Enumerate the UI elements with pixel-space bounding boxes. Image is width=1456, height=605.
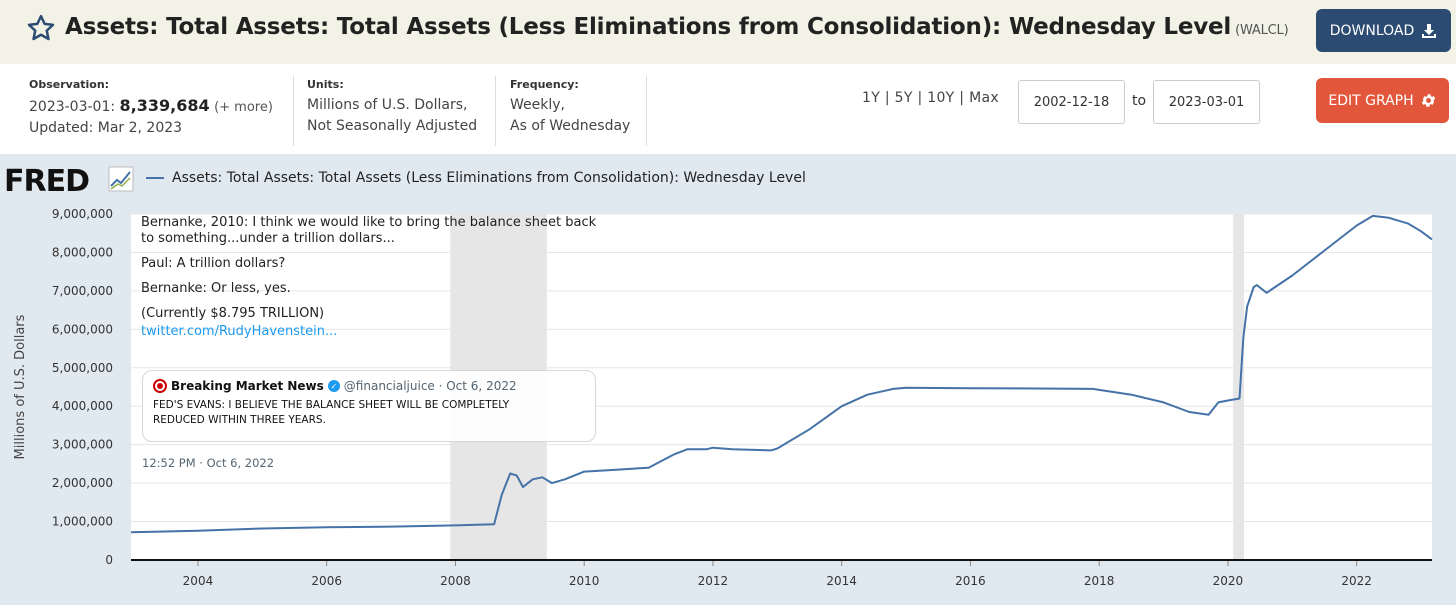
y-tick-label: 2,000,000	[52, 476, 113, 490]
y-tick-label: 3,000,000	[52, 438, 113, 452]
quoted-tweet-handle: @financialjuice · Oct 6, 2022	[343, 379, 517, 393]
units-line1: Millions of U.S. Dollars,	[307, 97, 468, 113]
range-1y[interactable]: 1Y	[862, 90, 881, 106]
units-line2: Not Seasonally Adjusted	[307, 118, 478, 134]
series-id: (WALCL)	[1235, 23, 1289, 38]
star-outline-icon[interactable]	[26, 13, 56, 43]
tweet-timestamp: 12:52 PM · Oct 6, 2022	[142, 456, 275, 470]
start-date-input[interactable]: 2002-12-18	[1018, 80, 1125, 124]
observation-line: 2023-03-01: 8,339,684 (+ more)	[29, 95, 273, 118]
x-tick-label: 2008	[440, 574, 471, 588]
download-icon	[1422, 23, 1437, 38]
quoted-tweet-line: REDUCED WITHIN THREE YEARS.	[153, 414, 326, 426]
end-date-input[interactable]: 2023-03-01	[1153, 80, 1260, 124]
x-tick-label: 2004	[183, 574, 214, 588]
range-max[interactable]: Max	[969, 90, 999, 106]
edit-graph-label: EDIT GRAPH	[1328, 92, 1414, 109]
series-line	[130, 214, 1433, 534]
frequency-block: Frequency: Weekly, As of Wednesday	[510, 78, 630, 137]
x-tick-label: 2010	[569, 574, 600, 588]
x-tick-label: 2018	[1084, 574, 1115, 588]
range-separator: |	[959, 90, 965, 106]
page-title-text: Assets: Total Assets: Total Assets (Less…	[65, 14, 1232, 40]
range-separator: |	[917, 90, 923, 106]
divider	[646, 76, 647, 146]
download-label: DOWNLOAD	[1329, 22, 1415, 39]
range-selector: 1Y | 5Y | 10Y | Max	[862, 90, 999, 106]
fred-graph-icon	[108, 166, 134, 192]
tweet-link[interactable]: twitter.com/RudyHavenstein...	[141, 324, 338, 339]
tweet-paragraph: Paul: A trillion dollars?	[141, 256, 286, 271]
units-label: Units:	[307, 78, 344, 91]
to-label: to	[1132, 93, 1147, 109]
observation-block: Observation: 2023-03-01: 8,339,684 (+ mo…	[29, 78, 273, 139]
tweet-paragraph: (Currently $8.795 TRILLION)	[141, 306, 325, 321]
avatar	[153, 379, 167, 393]
frequency-line2: As of Wednesday	[510, 118, 631, 134]
quoted-tweet-line: FED'S EVANS: I BELIEVE THE BALANCE SHEET…	[153, 399, 510, 411]
fred-logo: FRED	[4, 164, 90, 199]
divider	[495, 76, 496, 146]
y-tick-label: 5,000,000	[52, 361, 113, 375]
units-block: Units: Millions of U.S. Dollars, Not Sea…	[307, 78, 477, 137]
verified-icon: ✓	[327, 380, 340, 392]
y-tick-label: 0	[105, 553, 113, 567]
frequency-label: Frequency:	[510, 78, 579, 91]
legend-swatch	[146, 177, 164, 179]
legend-label: Assets: Total Assets: Total Assets (Less…	[172, 170, 806, 186]
y-tick-label: 1,000,000	[52, 515, 113, 529]
page-title: Assets: Total Assets: Total Assets (Less…	[65, 14, 1289, 40]
quoted-tweet[interactable]: Breaking Market News ✓ @financialjuice ·…	[142, 370, 596, 442]
download-button[interactable]: DOWNLOAD	[1316, 9, 1451, 52]
y-tick-label: 4,000,000	[52, 399, 113, 413]
quoted-tweet-body: FED'S EVANS: I BELIEVE THE BALANCE SHEET…	[153, 398, 585, 428]
x-tick-label: 2020	[1213, 574, 1244, 588]
tweet-paragraph: Bernanke: Or less, yes.	[141, 281, 291, 296]
edit-graph-button[interactable]: EDIT GRAPH	[1316, 78, 1449, 123]
frequency-line1: Weekly,	[510, 97, 565, 113]
updated-date: Updated: Mar 2, 2023	[29, 120, 183, 136]
y-tick-label: 6,000,000	[52, 322, 113, 336]
range-separator: |	[884, 90, 890, 106]
x-tick-label: 2014	[826, 574, 857, 588]
chart-legend: Assets: Total Assets: Total Assets (Less…	[146, 170, 806, 186]
y-axis-label: Millions of U.S. Dollars	[13, 314, 28, 459]
y-tick-label: 9,000,000	[52, 207, 113, 221]
y-tick-label: 7,000,000	[52, 284, 113, 298]
range-5y[interactable]: 5Y	[894, 90, 913, 106]
y-tick-label: 8,000,000	[52, 245, 113, 259]
more-link[interactable]: (+ more)	[214, 100, 273, 115]
tweet-paragraph: Bernanke, 2010: I think we would like to…	[141, 215, 597, 246]
x-tick-label: 2016	[955, 574, 986, 588]
tweet-overlay: Bernanke, 2010: I think we would like to…	[141, 215, 611, 339]
recession-band	[1233, 214, 1245, 560]
observation-value: 8,339,684	[119, 96, 210, 115]
gear-icon	[1421, 94, 1435, 107]
quoted-tweet-author: Breaking Market News	[171, 379, 324, 393]
x-tick-label: 2012	[698, 574, 729, 588]
range-10y[interactable]: 10Y	[927, 90, 955, 106]
observation-label: Observation:	[29, 78, 110, 91]
quoted-tweet-header: Breaking Market News ✓ @financialjuice ·…	[153, 379, 585, 393]
title-bar: Assets: Total Assets: Total Assets (Less…	[0, 0, 1456, 64]
observation-date: 2023-03-01:	[29, 99, 116, 115]
divider	[293, 76, 294, 146]
x-tick-label: 2022	[1341, 574, 1372, 588]
x-tick-label: 2006	[311, 574, 342, 588]
